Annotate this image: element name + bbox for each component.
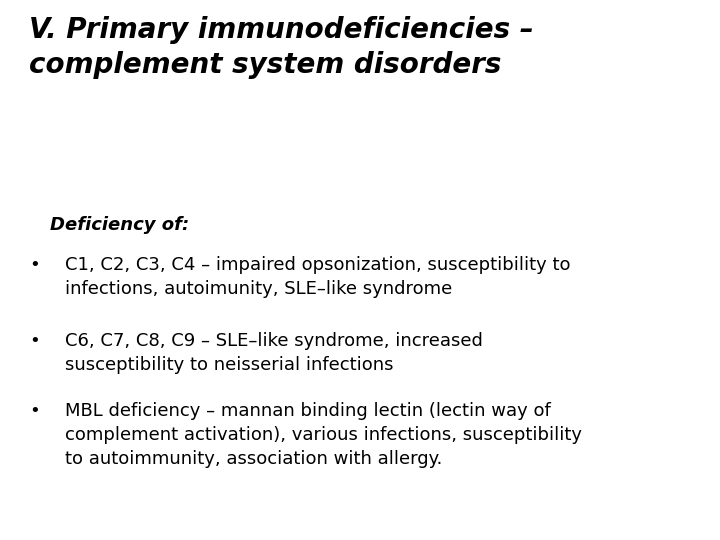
Text: C1, C2, C3, C4 – impaired opsonization, susceptibility to
infections, autoimunit: C1, C2, C3, C4 – impaired opsonization, … (65, 256, 570, 298)
Text: Deficiency of:: Deficiency of: (50, 216, 189, 234)
Text: •: • (29, 332, 40, 350)
Text: •: • (29, 402, 40, 420)
Text: •: • (29, 256, 40, 274)
Text: V. Primary immunodeficiencies –
complement system disorders: V. Primary immunodeficiencies – compleme… (29, 16, 534, 79)
Text: C6, C7, C8, C9 – SLE–like syndrome, increased
susceptibility to neisserial infec: C6, C7, C8, C9 – SLE–like syndrome, incr… (65, 332, 482, 374)
Text: MBL deficiency – mannan binding lectin (lectin way of
complement activation), va: MBL deficiency – mannan binding lectin (… (65, 402, 582, 468)
